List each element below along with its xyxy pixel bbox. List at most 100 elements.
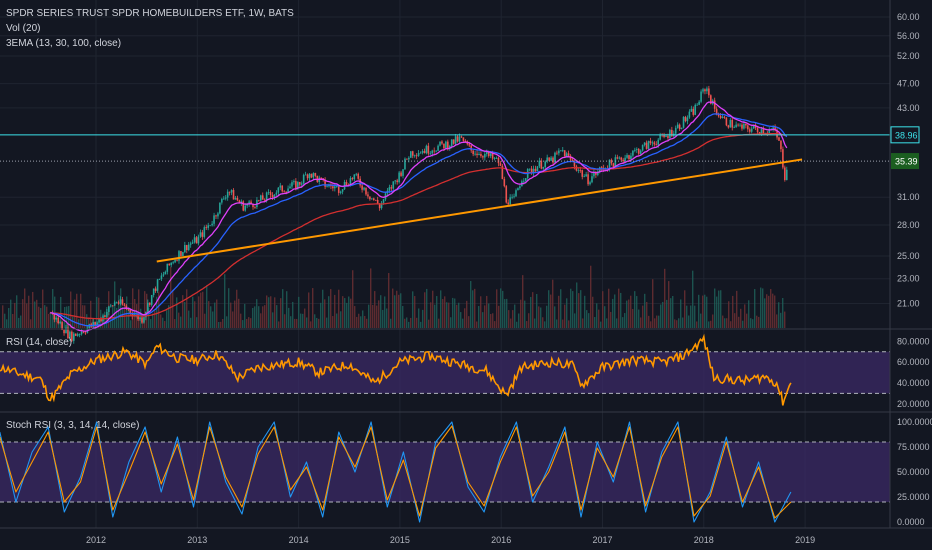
volume-bar [472,290,474,328]
chart-title: SPDR SERIES TRUST SPDR HOMEBUILDERS ETF,… [6,8,294,19]
candle-body [158,279,161,280]
candle-body [334,186,336,189]
candle-body [735,124,737,128]
candle-body [587,174,589,185]
candle-body [115,302,118,304]
candle-body [748,129,751,132]
volume-bar [486,295,488,328]
candle-body [491,153,494,159]
candle-body [201,232,204,237]
candle-body [185,245,188,251]
volume-bar [462,318,464,328]
candle-body [649,140,652,144]
volume-bar [726,318,728,328]
candle-body [139,317,141,320]
volume-bar [570,288,572,328]
candle-body [84,332,87,334]
candle-body [378,204,381,209]
candle-body [108,306,110,313]
volume-bar [730,321,732,328]
rsi-title[interactable]: RSI (14, close) [6,337,72,348]
candle-body [482,156,484,158]
candle-body [258,199,260,201]
horizontal-level-badge: 38.96 [895,130,918,140]
volume-bar [104,311,106,328]
candle-body [472,150,474,155]
volume-bar [438,318,440,328]
volume-bar [572,291,574,328]
volume-bar [764,298,766,328]
candle-body [680,127,683,130]
volume-bar [400,293,402,328]
volume-bar [610,311,612,328]
candle-body [723,116,726,118]
volume-bar [288,307,290,328]
candle-body [215,215,217,217]
candle-body [484,154,486,158]
volume-bar [72,316,74,328]
candle-body [302,174,305,184]
volume-bar [434,304,436,328]
volume-bar [18,317,20,328]
candle-body [632,150,634,156]
candle-body [447,141,449,149]
candle-body [369,196,371,200]
candle-body [172,262,174,264]
volume-bar [252,307,254,328]
volume-bar [328,296,330,328]
candle-body [417,153,420,156]
volume-bar [340,311,342,328]
volume-bar [40,307,42,328]
volume-bar [256,299,258,328]
volume-bar [740,308,742,328]
volume-bar [742,320,744,328]
stoch-rsi-title[interactable]: Stoch RSI (3, 3, 14, 14, close) [6,420,139,431]
volume-bar [196,317,198,328]
volume-bar [690,305,692,328]
candle-body [221,198,223,203]
candle-body [228,191,231,193]
candle-body [550,157,552,161]
volume-bar [604,306,606,328]
volume-bar [716,296,718,328]
volume-bar [372,304,374,328]
candle-body [207,225,210,228]
candle-body [754,125,757,128]
candle-body [760,129,763,134]
volume-bar [44,305,46,328]
volume-bar [476,321,478,328]
volume-bar [398,294,400,328]
candle-body [380,202,383,209]
candle-body [164,271,167,275]
candle-body [295,181,297,189]
candle-body [579,169,582,171]
candle-body [160,275,163,280]
rsi-tick-label: 20.0000 [897,399,930,409]
volume-bar [96,296,98,328]
volume-bar [548,290,550,328]
volume-bar [564,304,566,328]
volume-bar [710,320,712,328]
volume-bar [544,321,546,328]
volume-bar [260,313,262,328]
candle-body [659,134,661,140]
ema-indicator-label[interactable]: 3EMA (13, 30, 100, close) [6,38,121,49]
volume-bar [218,321,220,328]
volume-bar [346,302,348,328]
volume-bar [656,315,658,328]
volume-bar [420,321,422,328]
volume-bar [318,318,320,328]
candle-body [468,144,471,146]
candle-body [371,198,373,200]
volume-indicator-label[interactable]: Vol (20) [6,23,40,34]
candle-body [612,163,615,168]
candle-body [240,201,243,203]
candle-body [92,322,95,327]
candle-body [439,141,441,146]
candle-body [123,304,126,306]
candle-body [443,143,445,149]
ema-100-line [50,132,787,320]
volume-bar [284,314,286,328]
volume-bar [760,287,762,328]
